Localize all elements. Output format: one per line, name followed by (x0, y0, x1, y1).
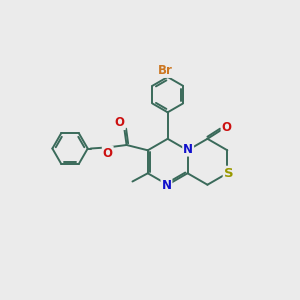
Text: Br: Br (158, 64, 173, 77)
Text: O: O (222, 121, 232, 134)
Text: S: S (224, 167, 233, 180)
Text: N: N (183, 142, 193, 156)
Text: O: O (115, 116, 125, 129)
Text: N: N (161, 179, 172, 192)
Text: O: O (103, 147, 113, 160)
